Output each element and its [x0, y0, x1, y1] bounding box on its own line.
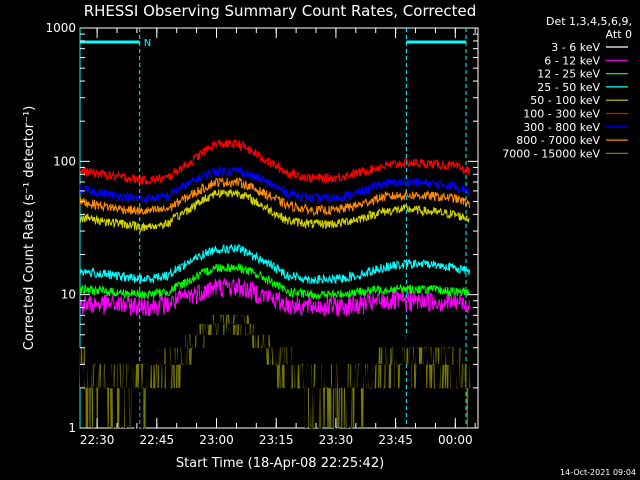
x-axis-ticks: 22:30 22:45 23:00 23:15 23:30 23:45 00:00: [80, 28, 476, 447]
x-tick-label: 00:00: [438, 433, 473, 447]
series-12-25-kev: [79, 263, 470, 301]
legend-label: 300 - 800 keV: [523, 121, 600, 134]
series-50-100-kev: [79, 188, 470, 234]
legend-label: 3 - 6 keV: [551, 41, 600, 54]
legend-label: 25 - 50 keV: [537, 81, 600, 94]
timestamp: 14-Oct-2021 09:04: [560, 468, 636, 477]
series-100-300-kev: [79, 139, 470, 185]
x-axis-label: Start Time (18-Apr-08 22:25:42): [176, 456, 384, 471]
legend-header-line-1: Det 1,3,4,5,6,9,: [546, 15, 632, 28]
series-3-6-kev: [79, 314, 470, 429]
series-800-7000-kev: [79, 176, 470, 217]
x-tick-label: 22:30: [80, 433, 115, 447]
y-tick-label: 10: [61, 288, 76, 302]
legend-label: 100 - 300 keV: [523, 108, 600, 121]
y-axis-label: Corrected Count Rate (s⁻¹ detector⁻¹): [22, 106, 37, 351]
night-label: N: [144, 38, 151, 49]
legend-label: 6 - 12 keV: [544, 54, 600, 67]
legend-header-line-2: Att 0: [606, 28, 632, 41]
series-6-12-kev: [79, 276, 470, 317]
legend-label: 12 - 25 keV: [537, 68, 600, 81]
x-tick-label: 23:30: [319, 433, 354, 447]
y-tick-label: 100: [53, 154, 76, 168]
y-tick-label: 1: [68, 421, 76, 435]
series-lines: [79, 139, 471, 429]
legend-label: 50 - 100 keV: [530, 94, 600, 107]
x-tick-label: 22:45: [140, 433, 175, 447]
legend-label: 800 - 7000 keV: [516, 134, 600, 147]
series-25-50-kev: [79, 243, 470, 285]
y-tick-label: 1000: [45, 21, 76, 35]
chart-title: RHESSI Observing Summary Count Rates, Co…: [84, 2, 477, 20]
legend-label: 7000 - 15000 keV: [502, 147, 600, 160]
x-tick-label: 23:00: [199, 433, 234, 447]
y-axis-ticks: 1 10 100 1000: [45, 21, 478, 435]
x-tick-label: 23:45: [378, 433, 413, 447]
series-300-800-kev: [79, 165, 470, 204]
x-tick-label: 23:15: [259, 433, 294, 447]
